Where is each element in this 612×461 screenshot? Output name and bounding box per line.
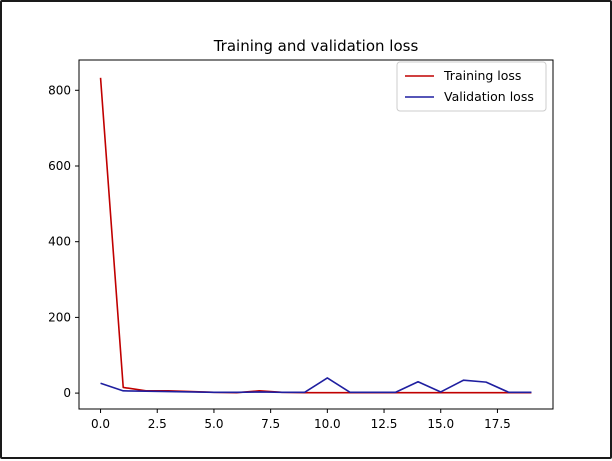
x-tick-label: 12.5	[371, 417, 398, 431]
y-tick-label: 400	[48, 235, 71, 249]
x-tick-label: 15.0	[427, 417, 454, 431]
x-tick-label: 10.0	[314, 417, 341, 431]
y-tick-label: 0	[63, 386, 71, 400]
x-tick-label: 7.5	[261, 417, 280, 431]
x-tick-label: 17.5	[484, 417, 511, 431]
legend: Training loss Validation loss	[396, 61, 547, 112]
legend-label-validation: Validation loss	[444, 89, 534, 104]
x-axis: 0.0 2.5 5.0 7.5 10.0 12.5 15.0 17.5	[91, 409, 511, 431]
y-tick-label: 600	[48, 159, 71, 173]
y-axis: 0 200 400 600 800	[48, 83, 79, 400]
legend-box	[396, 61, 547, 112]
x-tick-label: 0.0	[91, 417, 110, 431]
y-tick-label: 800	[48, 83, 71, 97]
x-tick-label: 2.5	[148, 417, 167, 431]
x-tick-label: 5.0	[204, 417, 223, 431]
y-tick-label: 200	[48, 310, 71, 324]
series-line-validation-loss	[100, 377, 532, 394]
chart-title: Training and validation loss	[213, 37, 419, 55]
series-layer	[99, 77, 532, 394]
plot-frame	[78, 59, 554, 410]
series-line-training-loss	[99, 77, 532, 394]
legend-label-training: Training loss	[443, 68, 521, 83]
